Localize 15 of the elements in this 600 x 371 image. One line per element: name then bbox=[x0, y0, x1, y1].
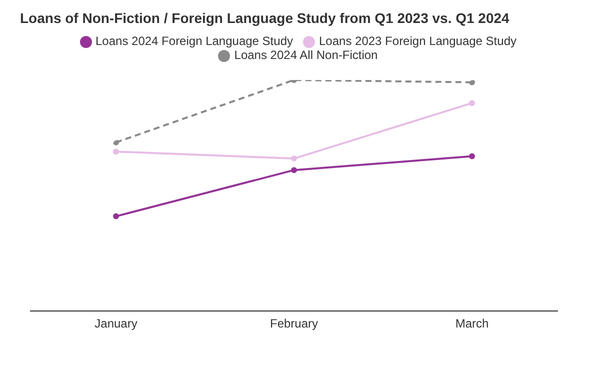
legend-label: Loans 2024 All Non-Fiction bbox=[234, 48, 378, 62]
legend-label: Loans 2024 Foreign Language Study bbox=[96, 34, 293, 48]
point bbox=[113, 139, 119, 146]
x-tick-label: February bbox=[270, 316, 318, 331]
chart-title: Loans of Non-Fiction / Foreign Language Study from Q1 2023 vs. Q1 2024 bbox=[20, 10, 510, 26]
x-tick-label: March bbox=[455, 316, 489, 331]
point bbox=[113, 213, 119, 220]
legend-label: Loans 2023 Foreign Language Study bbox=[319, 34, 516, 48]
point bbox=[469, 100, 475, 106]
point bbox=[469, 153, 475, 160]
x-tick-label: January bbox=[94, 316, 138, 331]
point bbox=[113, 148, 119, 155]
point bbox=[291, 156, 297, 162]
point bbox=[291, 167, 297, 174]
point bbox=[469, 80, 475, 86]
